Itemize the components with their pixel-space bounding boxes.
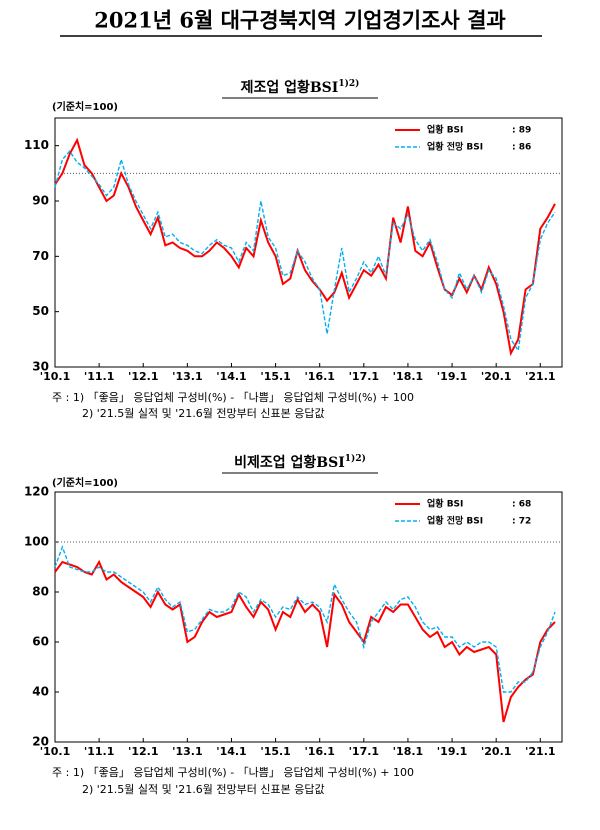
y-tick-label: 90	[32, 194, 49, 208]
unit-label: (기준치=100)	[52, 100, 118, 113]
x-tick-label: '16.1	[304, 745, 335, 758]
x-tick-label: '13.1	[172, 745, 203, 758]
x-tick-label: '21.1	[525, 370, 556, 383]
x-tick-label: '19.1	[437, 745, 468, 758]
legend-label: 업황 전망 BSI	[427, 515, 483, 527]
y-tick-label: 60	[32, 635, 49, 649]
series-line	[54, 137, 556, 357]
x-tick-label: '19.1	[437, 370, 468, 383]
y-tick-label: 50	[32, 304, 49, 318]
y-tick-label: 120	[24, 485, 49, 499]
legend-label: 업황 BSI	[427, 498, 463, 510]
x-tick-label: '14.1	[216, 370, 247, 383]
chart-title: 제조업 업황BSI1)2)	[241, 78, 360, 97]
plot-frame	[54, 117, 563, 368]
x-tick-label: '18.1	[393, 370, 424, 383]
x-tick-label: '13.1	[172, 370, 203, 383]
y-tick-label: 40	[32, 685, 49, 699]
x-tick-label: '20.1	[481, 745, 512, 758]
chart-title: 비제조업 업황BSI1)2)	[234, 453, 366, 472]
x-tick-label: '10.1	[40, 745, 71, 758]
series-line	[54, 544, 556, 693]
legend-label: 업황 전망 BSI	[427, 141, 483, 153]
chart-title-sup: 1)2)	[338, 78, 359, 89]
y-tick-label: 70	[32, 249, 49, 263]
x-tick-label: '18.1	[393, 745, 424, 758]
y-tick-label: 20	[32, 735, 49, 749]
page-title: 2021년 6월 대구경북지역 기업경기조사 결과	[94, 8, 505, 33]
x-tick-label: '16.1	[304, 370, 335, 383]
chart-title-text: 비제조업 업황BSI	[234, 454, 345, 471]
series-line	[54, 150, 556, 353]
series-line	[54, 559, 556, 723]
note: 2) '21.5월 실적 및 '21.6월 전망부터 신표본 응답값	[82, 783, 325, 796]
x-tick-label: '17.1	[349, 370, 380, 383]
chart-title-sup: 1)2)	[345, 453, 366, 464]
note: 2) '21.5월 실적 및 '21.6월 전망부터 신표본 응답값	[82, 407, 325, 420]
x-tick-label: '10.1	[40, 370, 71, 383]
y-tick-label: 30	[32, 360, 49, 374]
chart-title-text: 제조업 업황BSI	[241, 79, 339, 96]
x-tick-label: '15.1	[260, 745, 291, 758]
x-tick-label: '15.1	[260, 370, 291, 383]
y-tick-label: 100	[24, 535, 49, 549]
legend-value: : 72	[512, 517, 531, 527]
x-tick-label: '20.1	[481, 370, 512, 383]
x-tick-label: '21.1	[525, 745, 556, 758]
legend-value: : 86	[512, 143, 531, 153]
note: 주 : 1) 「좋음」 응답업체 구성비(%) - 「나쁨」 응답업체 구성비(…	[52, 766, 414, 779]
x-tick-label: '11.1	[84, 745, 115, 758]
legend-value: : 68	[512, 500, 531, 510]
y-tick-label: 110	[24, 138, 49, 152]
legend-label: 업황 BSI	[427, 124, 463, 136]
y-tick-label: 80	[32, 585, 49, 599]
x-tick-label: '12.1	[128, 370, 159, 383]
x-tick-label: '17.1	[349, 745, 380, 758]
note: 주 : 1) 「좋음」 응답업체 구성비(%) - 「나쁨」 응답업체 구성비(…	[52, 391, 414, 404]
unit-label: (기준치=100)	[52, 476, 118, 489]
x-tick-label: '11.1	[84, 370, 115, 383]
x-tick-label: '12.1	[128, 745, 159, 758]
x-tick-label: '14.1	[216, 745, 247, 758]
plot-frame	[54, 491, 563, 743]
legend-value: : 89	[512, 126, 531, 136]
